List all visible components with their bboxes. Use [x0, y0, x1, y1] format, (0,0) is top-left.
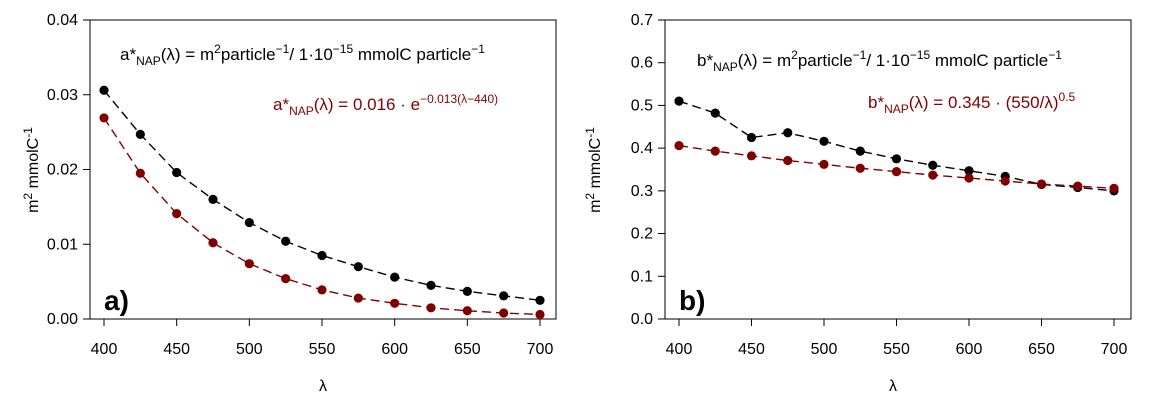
x-tick-label: 550	[309, 341, 336, 358]
data-point	[99, 85, 109, 95]
data-point	[99, 113, 109, 123]
x-tick-label: 500	[811, 341, 838, 358]
plot-frame	[664, 19, 1132, 320]
x-tick-label: 700	[1101, 341, 1128, 358]
y-tick-label: 0.3	[631, 183, 653, 200]
y-tick-label: 0.0	[631, 311, 653, 328]
data-point	[928, 160, 938, 170]
data-point	[964, 166, 974, 176]
data-point	[855, 146, 865, 156]
data-point	[891, 154, 902, 164]
data-point	[281, 236, 291, 246]
y-tick-label: 0.04	[47, 12, 78, 29]
series-line-1	[103, 89, 541, 302]
data-point	[135, 168, 145, 178]
data-point	[855, 163, 865, 173]
data-point	[208, 194, 218, 204]
data-point	[674, 140, 684, 151]
data-point	[317, 285, 327, 295]
formula-black: a*NAP(λ) = m2particle−1/ 1·10−15 mmolC p…	[120, 42, 485, 68]
data-point	[674, 96, 684, 106]
x-tick-label: 650	[1028, 341, 1055, 358]
y-axis: 0.0 0.1 0.2 0.3 0.4 0.5 0.6 0.7	[631, 12, 665, 328]
data-point	[964, 173, 974, 183]
x-tick-label: 400	[91, 341, 118, 358]
y-tick-label: 0.6	[631, 55, 653, 72]
y-tick-label: 0.02	[47, 162, 78, 179]
data-point	[746, 151, 757, 161]
x-tick-label: 550	[883, 341, 910, 358]
x-axis-label: λ	[319, 378, 327, 395]
formula-red: b*NAP(λ) = 0.345 · (550/λ)0.5	[868, 90, 1076, 116]
series-lines	[103, 89, 541, 316]
data-point	[710, 146, 720, 156]
x-axis: 400 450 500 550 600 650 700	[666, 319, 1128, 358]
panel-label: a)	[104, 285, 129, 316]
y-tick-label: 0.7	[631, 12, 653, 29]
data-point	[535, 295, 545, 305]
data-point	[783, 128, 793, 138]
data-point	[462, 306, 472, 316]
y-axis: 0.00 0.01 0.02 0.03 0.04	[47, 12, 90, 328]
panel-b: 400 450 500 550 600 650 700 0.0 0.1 0.2 0.3 0.4 0.5…	[583, 12, 1132, 395]
x-tick-label: 450	[163, 341, 190, 358]
data-point	[535, 309, 545, 320]
y-axis-label: m2 mmolC-1	[21, 127, 42, 213]
data-point	[135, 129, 145, 139]
data-point	[244, 259, 254, 269]
data-point	[317, 250, 327, 261]
x-tick-label: 450	[738, 341, 765, 358]
data-point	[928, 170, 938, 180]
data-point	[172, 209, 182, 219]
data-point	[426, 303, 436, 313]
data-point	[710, 108, 720, 118]
data-point	[353, 293, 363, 303]
data-point	[281, 274, 291, 284]
data-point	[499, 291, 509, 301]
data-point	[390, 272, 400, 282]
data-point	[819, 159, 829, 169]
data-point	[1000, 176, 1010, 186]
series-line-2	[103, 117, 541, 316]
y-tick-label: 0.2	[631, 226, 653, 243]
y-tick-label: 0.4	[631, 140, 653, 157]
data-point	[1073, 181, 1083, 191]
series-points	[99, 85, 545, 320]
data-point	[353, 262, 363, 272]
data-point	[208, 238, 218, 248]
data-point	[172, 167, 182, 178]
x-tick-label: 400	[666, 341, 693, 358]
formula-red: a*NAP(λ) = 0.016 · e−0.013(λ−440)	[273, 92, 498, 118]
y-tick-label: 0.01	[47, 236, 78, 253]
data-point	[746, 132, 757, 143]
x-tick-label: 650	[454, 341, 481, 358]
formula-black: b*NAP(λ) = m2particle−1/ 1·10−15 mmolC p…	[697, 48, 1062, 74]
series-line-2	[678, 144, 1115, 189]
panel-label: b)	[679, 285, 705, 316]
y-tick-label: 0.5	[631, 97, 653, 114]
data-point	[462, 286, 472, 296]
x-tick-label: 600	[381, 341, 408, 358]
data-point	[244, 217, 254, 228]
data-point	[891, 167, 902, 177]
x-axis-label: λ	[889, 378, 897, 395]
x-tick-label: 700	[527, 341, 554, 358]
data-point	[783, 155, 793, 166]
y-axis-label: m2 mmolC-1	[583, 127, 604, 213]
panel-a: 400 450 500 550 600 650 700 0.000.010.020.030.…	[21, 12, 557, 395]
data-point	[390, 298, 400, 308]
data-point	[1109, 183, 1119, 193]
data-point	[819, 136, 829, 146]
x-tick-label: 500	[236, 341, 263, 358]
y-tick-label: 0.1	[631, 268, 653, 285]
x-tick-label: 600	[956, 341, 983, 358]
y-tick-label: 0.03	[47, 87, 78, 104]
y-tick-label: 0.00	[47, 311, 78, 328]
data-point	[426, 280, 436, 290]
data-point	[1036, 179, 1047, 189]
x-axis: 400 450 500 550 600 650 700	[91, 319, 554, 358]
series-points	[674, 96, 1119, 196]
data-point	[499, 308, 509, 318]
